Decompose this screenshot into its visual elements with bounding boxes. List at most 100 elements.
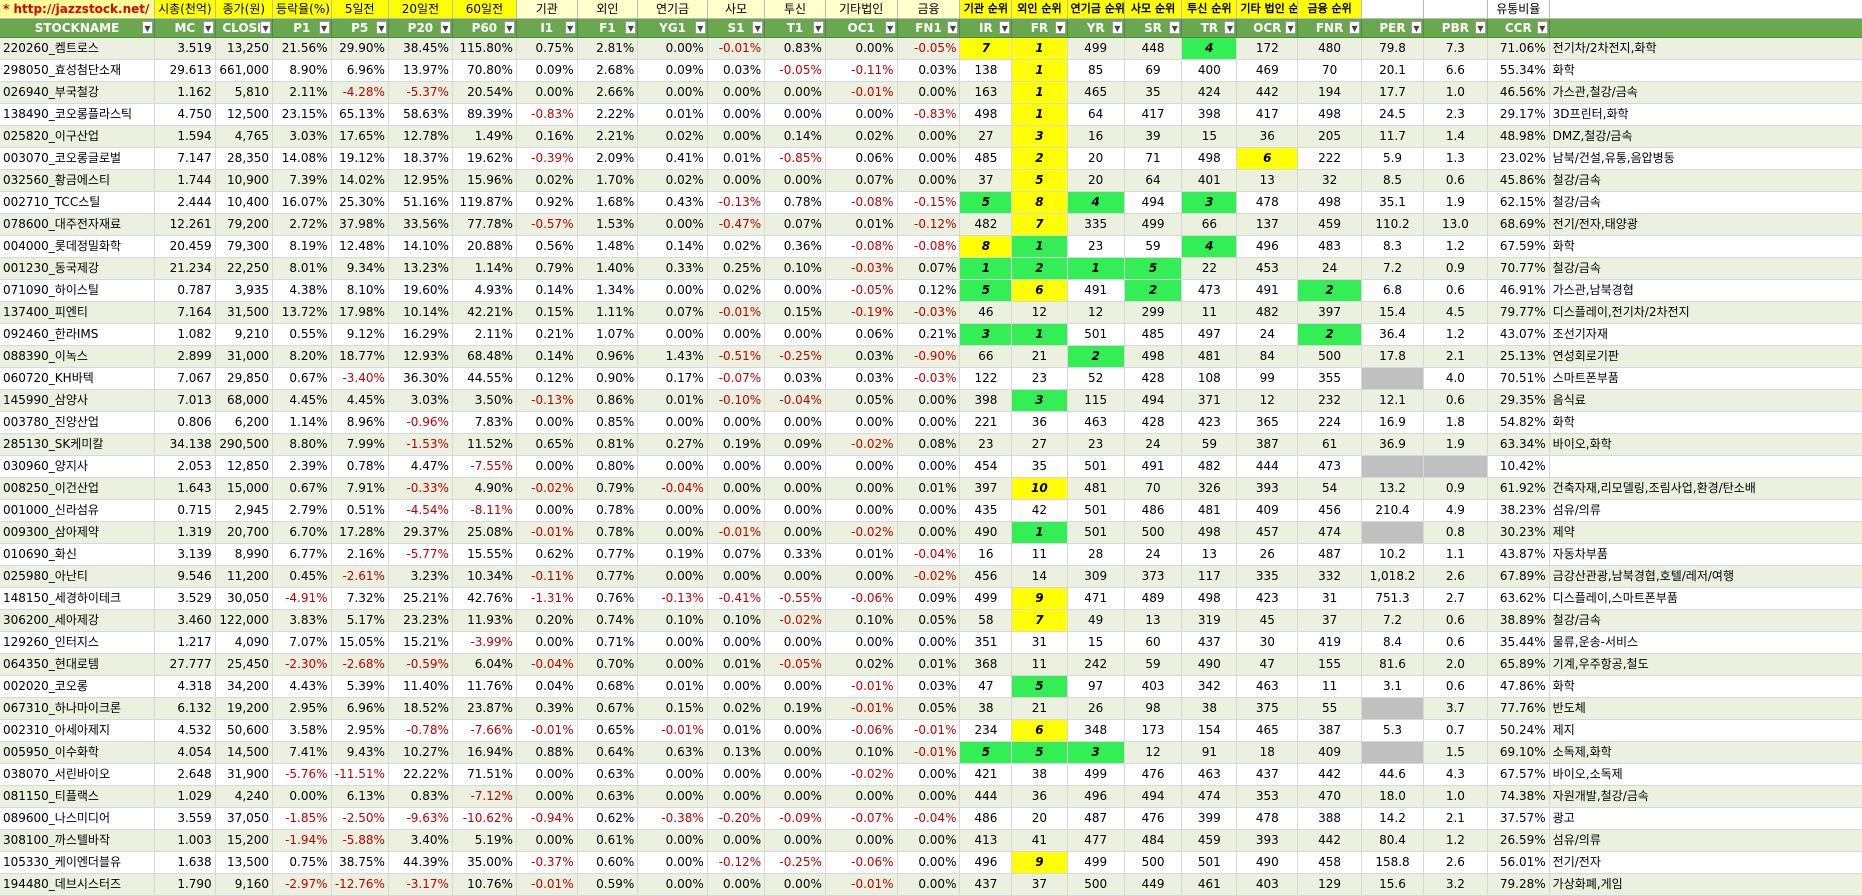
data-cell[interactable]: 8.01% [272, 257, 332, 280]
data-cell[interactable]: 0.07% [707, 543, 766, 566]
table-row[interactable]: 002020_코오롱 4.318 34,200 4.43% 5.39% 11.40% 11.… [0, 675, 1862, 698]
data-cell[interactable]: 0.10% [764, 257, 826, 280]
data-cell[interactable]: 4.750 [154, 103, 216, 126]
table-row[interactable]: 308100_까스텔바작 1.003 15,200 -1.94% -5.88% 3.40%… [0, 829, 1862, 852]
per-cell[interactable]: 36.4 [1361, 323, 1424, 346]
rank-cell[interactable]: 309 [1067, 565, 1125, 588]
rank-cell[interactable]: 387 [1236, 433, 1299, 456]
pbr-cell[interactable]: 2.0 [1423, 653, 1488, 676]
data-cell[interactable]: 0.01% [897, 653, 961, 676]
data-cell[interactable]: 0.05% [897, 697, 961, 720]
data-cell[interactable]: -0.01% [825, 697, 898, 720]
data-cell[interactable]: 0.63% [637, 741, 708, 764]
data-cell[interactable]: -0.02% [825, 521, 898, 544]
rank-cell[interactable]: 490 [959, 521, 1013, 544]
table-row[interactable]: 026940_부국철강 1.162 5,810 2.11% -4.28% -5.37% 20… [0, 81, 1862, 104]
data-cell[interactable]: -1.94% [272, 829, 332, 852]
data-cell[interactable]: 46.91% [1487, 279, 1550, 302]
data-cell[interactable]: 51.16% [388, 191, 453, 214]
data-cell[interactable]: 4.43% [272, 675, 332, 698]
rank-cell[interactable]: 117 [1181, 565, 1238, 588]
data-cell[interactable]: 0.03% [707, 59, 766, 82]
data-cell[interactable]: -0.01% [897, 741, 961, 764]
rank-cell[interactable]: 319 [1181, 609, 1238, 632]
data-cell[interactable]: 17.28% [331, 521, 389, 544]
data-cell[interactable]: 0.02% [637, 125, 708, 148]
rank-cell[interactable]: 64 [1067, 103, 1125, 126]
data-cell[interactable]: 12.93% [388, 345, 453, 368]
rank-cell[interactable]: 59 [1124, 653, 1183, 676]
data-cell[interactable]: -2.30% [272, 653, 332, 676]
data-cell[interactable]: 2.66% [577, 81, 639, 104]
data-cell[interactable]: 4.90% [452, 477, 517, 500]
data-cell[interactable]: 0.61% [577, 829, 639, 852]
data-cell[interactable]: 2.09% [577, 147, 639, 170]
rank-cell[interactable]: 7 [1011, 609, 1068, 632]
rank-cell[interactable]: 41 [1011, 829, 1068, 852]
filter-dropdown-icon[interactable]: ▼ [694, 21, 706, 34]
rank-cell[interactable]: 498 [959, 103, 1013, 126]
rank-cell[interactable]: 98 [1124, 697, 1183, 720]
per-cell[interactable]: 8.4 [1361, 631, 1424, 654]
stock-name-cell[interactable]: 285130_SK케미칼 [0, 433, 155, 456]
data-cell[interactable]: 1.082 [154, 323, 216, 346]
stock-name-cell[interactable]: 138490_코오롱플라스틱 [0, 103, 155, 126]
stock-name-cell[interactable]: 025820_이구산업 [0, 125, 155, 148]
data-cell[interactable]: 16.07% [272, 191, 332, 214]
data-cell[interactable]: 61.92% [1487, 477, 1550, 500]
data-cell[interactable]: 0.00% [707, 125, 766, 148]
data-cell[interactable]: 8.90% [272, 59, 332, 82]
table-row[interactable]: 105330_케이엔더블유 1.638 13,500 0.75% 38.75% 44.39… [0, 851, 1862, 874]
data-cell[interactable]: 15.21% [388, 631, 453, 654]
table-row[interactable]: 002710_TCC스틸 2.444 10,400 16.07% 25.30% 51.16… [0, 191, 1862, 214]
table-row[interactable]: 008250_이건산업 1.643 15,000 0.67% 7.91% -0.33% 4.… [0, 477, 1862, 500]
data-cell[interactable]: 0.51% [331, 499, 389, 522]
rank-cell[interactable]: 31 [1297, 587, 1363, 610]
rank-cell[interactable]: 478 [1236, 807, 1299, 830]
data-cell[interactable]: 3.40% [388, 829, 453, 852]
rank-cell[interactable]: 58 [959, 609, 1013, 632]
data-cell[interactable]: -0.55% [764, 587, 826, 610]
column-header[interactable] [1549, 18, 1862, 38]
rank-cell[interactable]: 222 [1297, 147, 1363, 170]
data-cell[interactable]: 0.67% [272, 477, 332, 500]
data-cell[interactable]: 7.07% [272, 631, 332, 654]
data-cell[interactable]: 5.17% [331, 609, 389, 632]
rank-cell[interactable]: 409 [1297, 741, 1363, 764]
rank-cell[interactable]: 6 [1011, 719, 1068, 742]
data-cell[interactable]: 8.80% [272, 433, 332, 456]
data-cell[interactable]: 1.68% [577, 191, 639, 214]
rank-cell[interactable]: 456 [1297, 499, 1363, 522]
table-row[interactable]: 194480_데브시스터즈 1.790 9,160 -2.97% -12.76% -3.1… [0, 873, 1862, 896]
stock-name-cell[interactable]: 002310_아세아제지 [0, 719, 155, 742]
data-cell[interactable]: -0.01% [707, 37, 766, 60]
data-cell[interactable]: 4.054 [154, 741, 216, 764]
rank-cell[interactable]: 155 [1297, 653, 1363, 676]
data-cell[interactable]: 0.80% [577, 455, 639, 478]
data-cell[interactable]: 0.00% [707, 763, 766, 786]
rank-cell[interactable]: 428 [1124, 367, 1183, 390]
table-row[interactable]: 003070_코오롱글로벌 7.147 28,350 14.08% 19.12% 18.3… [0, 147, 1862, 170]
per-cell[interactable]: 1,018.2 [1361, 565, 1424, 588]
per-cell[interactable]: 158.8 [1361, 851, 1424, 874]
rank-cell[interactable]: 15 [1067, 631, 1125, 654]
rank-cell[interactable]: 137 [1236, 213, 1299, 236]
data-cell[interactable]: 0.85% [577, 411, 639, 434]
data-cell[interactable]: 7.013 [154, 389, 216, 412]
data-cell[interactable]: 0.01% [825, 543, 898, 566]
rank-cell[interactable]: 154 [1181, 719, 1238, 742]
data-cell[interactable]: 0.00% [764, 455, 826, 478]
data-cell[interactable]: 0.00% [897, 851, 961, 874]
data-cell[interactable]: 14.10% [388, 235, 453, 258]
rank-cell[interactable]: 368 [959, 653, 1013, 676]
data-cell[interactable]: 0.00% [707, 565, 766, 588]
rank-cell[interactable]: 397 [1297, 301, 1363, 324]
data-cell[interactable]: 0.77% [577, 543, 639, 566]
data-cell[interactable]: 25.30% [331, 191, 389, 214]
data-cell[interactable]: 11.76% [452, 675, 517, 698]
data-cell[interactable]: 0.01% [637, 103, 708, 126]
data-cell[interactable]: 37,050 [215, 807, 274, 830]
data-cell[interactable]: 0.00% [516, 411, 578, 434]
data-cell[interactable]: 10.27% [388, 741, 453, 764]
data-cell[interactable]: -0.05% [825, 279, 898, 302]
